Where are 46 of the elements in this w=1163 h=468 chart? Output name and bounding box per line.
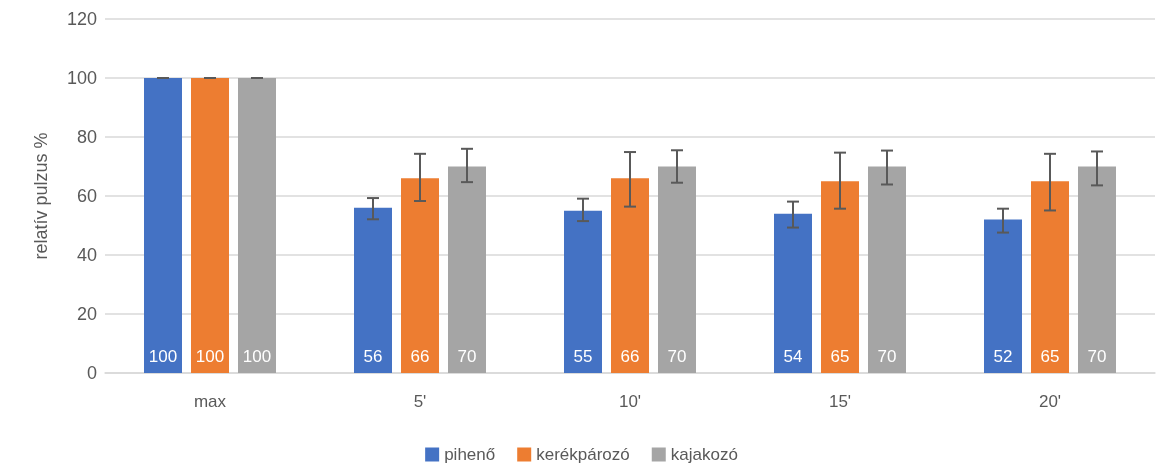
data-label: 100 — [148, 347, 178, 366]
bar — [611, 178, 649, 373]
x-tick-label: 20' — [1038, 392, 1062, 411]
bar — [191, 78, 229, 373]
data-label: 70 — [667, 347, 687, 366]
y-tick-label: 80 — [76, 127, 97, 147]
data-label: 66 — [410, 347, 430, 366]
y-tick-label: 0 — [86, 363, 97, 383]
legend-label: kajakozó — [670, 445, 738, 464]
legend-label: kerékpározó — [536, 445, 630, 464]
data-label: 100 — [242, 347, 272, 366]
data-label: 70 — [877, 347, 897, 366]
legend-label: pihenő — [444, 445, 496, 464]
bar — [448, 166, 486, 373]
data-label: 66 — [620, 347, 640, 366]
bar — [774, 213, 812, 373]
x-tick-label: 10' — [618, 392, 642, 411]
bar — [354, 207, 392, 373]
y-tick-label: 100 — [66, 68, 97, 88]
data-label: 65 — [1040, 347, 1060, 366]
y-tick-label: 60 — [76, 186, 97, 206]
bar — [1078, 166, 1116, 373]
bar — [821, 181, 859, 373]
bar — [564, 210, 602, 373]
y-tick-label: 20 — [76, 304, 97, 324]
y-tick-label: 120 — [66, 9, 97, 29]
data-label: 55 — [573, 347, 593, 366]
x-tick-label: 5' — [413, 392, 427, 411]
x-tick-label: 15' — [828, 392, 852, 411]
y-axis-title: relatív pulzus % — [31, 132, 51, 260]
data-label: 65 — [830, 347, 850, 366]
data-label: 52 — [993, 347, 1013, 366]
bar — [984, 219, 1022, 373]
data-label: 56 — [363, 347, 383, 366]
bar — [868, 166, 906, 373]
data-label: 100 — [195, 347, 225, 366]
bar — [401, 178, 439, 373]
data-label: 70 — [457, 347, 477, 366]
bar — [658, 166, 696, 373]
bar — [238, 78, 276, 373]
bar — [144, 78, 182, 373]
bar — [1031, 181, 1069, 373]
y-tick-label: 40 — [76, 245, 97, 265]
x-tick-label: max — [193, 392, 227, 411]
data-label: 54 — [783, 347, 803, 366]
data-label: 70 — [1087, 347, 1107, 366]
